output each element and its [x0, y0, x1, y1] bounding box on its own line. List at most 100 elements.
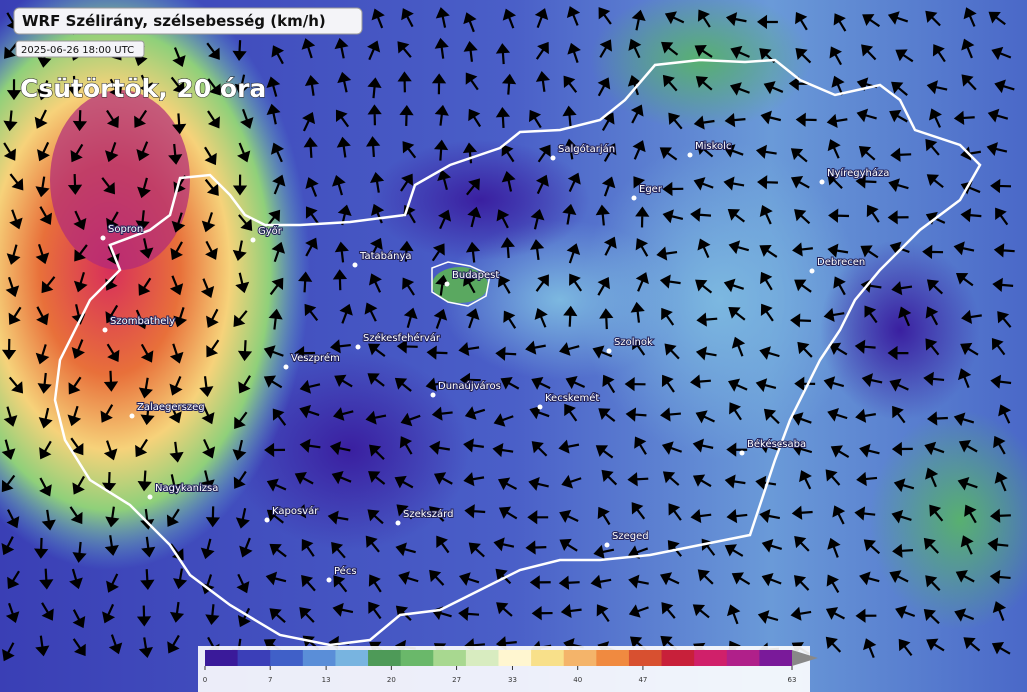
- arrow: [725, 12, 747, 27]
- arrow: [992, 277, 1014, 293]
- colorbar-bin: [237, 650, 271, 666]
- arrow: [888, 178, 909, 193]
- arrow: [327, 510, 349, 525]
- arrow: [232, 240, 247, 262]
- arrow: [332, 174, 346, 196]
- arrow: [564, 403, 578, 422]
- arrow: [926, 638, 945, 652]
- arrow: [697, 569, 714, 585]
- arrow: [726, 442, 748, 457]
- city-label: Pécs: [334, 565, 357, 577]
- arrow: [6, 244, 21, 265]
- arrow: [891, 81, 908, 96]
- colorbar-bin: [433, 650, 467, 666]
- arrow: [433, 139, 449, 161]
- arrow: [863, 539, 881, 555]
- city-label: Budapest: [452, 270, 499, 281]
- arrow: [138, 277, 152, 296]
- arrow: [755, 144, 777, 159]
- arrow: [560, 603, 582, 619]
- arrow: [329, 441, 351, 456]
- arrow: [597, 77, 611, 97]
- arrow: [39, 440, 52, 460]
- arrow: [6, 509, 20, 529]
- arrow: [661, 441, 683, 455]
- arrow: [1, 474, 16, 493]
- arrow: [264, 442, 286, 458]
- arrow: [832, 505, 846, 525]
- arrow: [923, 371, 945, 386]
- arrow: [997, 311, 1012, 328]
- arrow: [140, 404, 155, 426]
- country-border: [53, 58, 982, 647]
- arrow: [200, 538, 215, 560]
- colorbar-tick-label: 7: [268, 676, 272, 684]
- arrow: [728, 378, 748, 392]
- arrow: [433, 472, 453, 485]
- arrow: [501, 73, 517, 95]
- arrow: [400, 412, 421, 427]
- arrow: [468, 542, 485, 558]
- arrow: [790, 176, 810, 189]
- arrow: [270, 142, 284, 163]
- arrow: [234, 411, 248, 430]
- colorbar-bin: [498, 650, 532, 666]
- arrow: [169, 343, 184, 364]
- arrow: [330, 339, 351, 354]
- arrow: [101, 177, 116, 195]
- arrow: [429, 569, 445, 586]
- arrow: [169, 601, 185, 623]
- arrow: [603, 236, 617, 256]
- arrow: [8, 306, 22, 325]
- arrow: [6, 79, 22, 101]
- arrow: [758, 439, 779, 454]
- arrow: [463, 438, 484, 453]
- arrow: [537, 144, 551, 163]
- arrow: [898, 306, 912, 327]
- arrow: [761, 538, 783, 553]
- arrow: [35, 243, 50, 265]
- arrow: [138, 637, 153, 659]
- arrow: [961, 74, 977, 91]
- arrow: [898, 638, 913, 657]
- arrow: [38, 407, 53, 429]
- arrow: [724, 112, 746, 128]
- arrow: [963, 7, 977, 27]
- arrow: [67, 75, 82, 97]
- arrow: [365, 535, 380, 553]
- arrow: [36, 306, 49, 326]
- arrow: [437, 169, 452, 190]
- city-dot: [739, 450, 745, 456]
- arrow: [364, 302, 378, 322]
- arrow: [723, 176, 745, 191]
- colorbar-bin: [628, 650, 663, 666]
- arrow: [661, 602, 676, 619]
- arrow: [958, 439, 978, 453]
- colorbar-bin: [694, 650, 728, 666]
- field: [440, 220, 680, 380]
- arrow: [827, 139, 841, 159]
- arrow: [497, 275, 511, 294]
- city-label: Kaposvár: [272, 505, 319, 517]
- city-label: Zalaegerszeg: [137, 402, 205, 413]
- arrow: [892, 405, 906, 424]
- arrow: [794, 535, 810, 552]
- arrow: [759, 244, 778, 258]
- arrow: [535, 71, 551, 92]
- arrow: [401, 8, 414, 28]
- arrow: [535, 274, 549, 292]
- city-dot: [129, 413, 135, 419]
- arrow: [438, 209, 452, 230]
- arrow: [402, 141, 417, 159]
- arrow: [167, 634, 180, 654]
- arrow: [633, 176, 647, 194]
- timestamp-box: [15, 40, 145, 58]
- arrow: [661, 307, 675, 326]
- colorbar-bin: [596, 650, 630, 666]
- arrow: [723, 278, 745, 293]
- arrow: [367, 40, 381, 61]
- field: [50, 90, 190, 270]
- arrow: [960, 342, 979, 356]
- arrow: [697, 9, 711, 28]
